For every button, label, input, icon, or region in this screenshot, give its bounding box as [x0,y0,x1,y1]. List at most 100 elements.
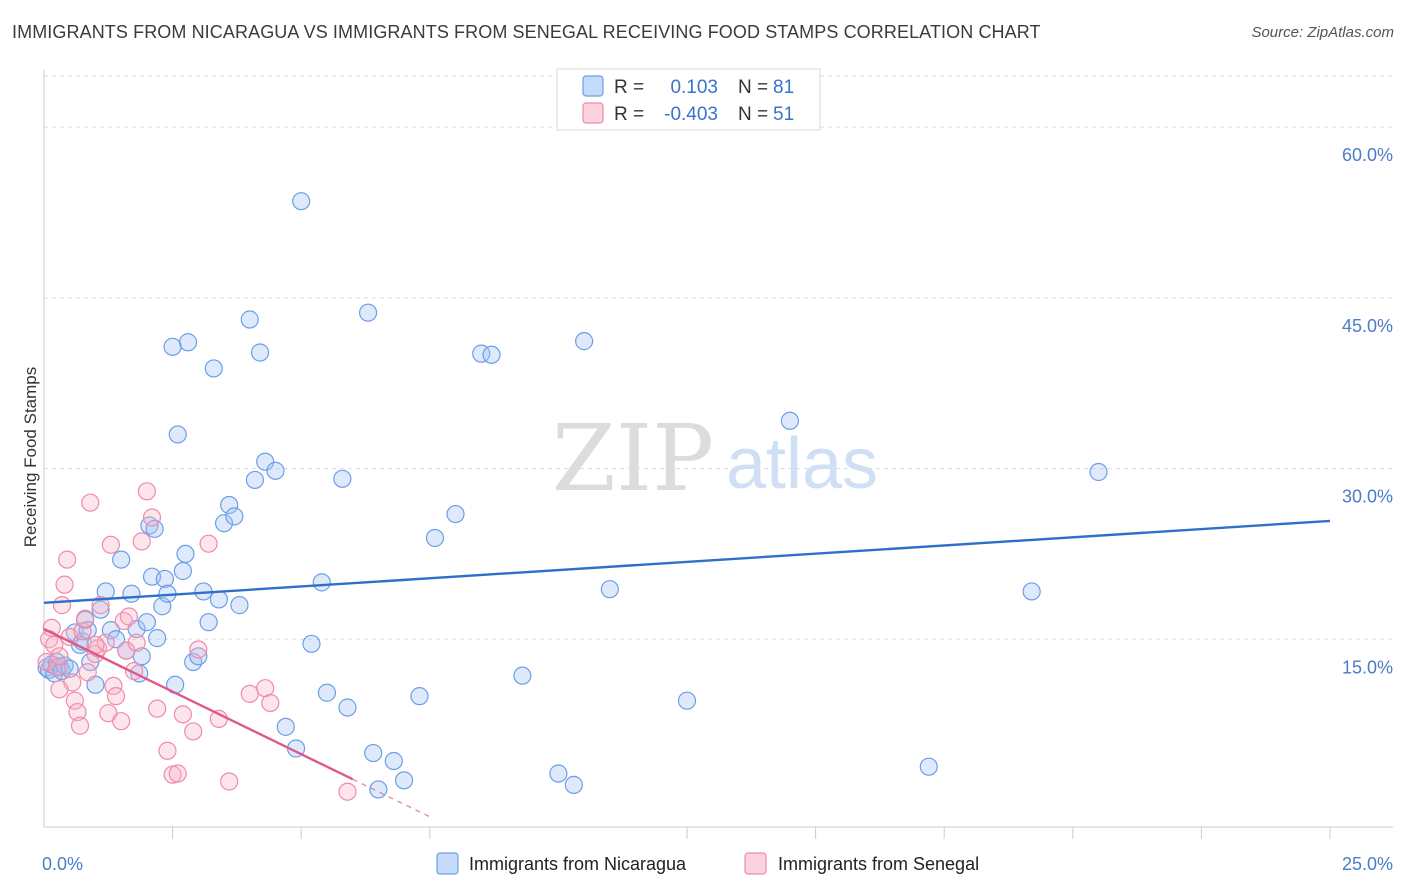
point-nicaragua-41 [189,647,208,666]
point-nicaragua-55 [276,717,295,736]
point-nicaragua-75 [564,775,583,794]
trend-line-extension-senegal [352,778,431,818]
point-senegal-23 [101,535,120,554]
y-tick-label-1: 30.0% [1342,487,1393,507]
point-senegal-4 [47,658,66,677]
point-nicaragua-79 [780,411,799,430]
trend-layer [43,519,1331,818]
watermark: ZIP atlas [552,405,878,512]
point-senegal-34 [142,508,162,527]
point-senegal-35 [148,699,167,718]
legend-label-nicaragua: Immigrants from Nicaragua [469,854,687,874]
point-nicaragua-48 [225,507,244,526]
point-nicaragua-81 [1022,582,1041,601]
point-nicaragua-62 [338,698,357,717]
point-senegal-41 [189,640,208,659]
point-senegal-8 [58,550,77,569]
point-senegal-13 [70,716,90,735]
stats-r-value-nicaragua: 0.103 [670,77,718,98]
point-nicaragua-76 [575,332,594,351]
point-senegal-15 [76,609,95,628]
point-senegal-38 [168,764,187,783]
point-senegal-45 [240,684,259,703]
y-axis-label: Receiving Food Stamps [21,367,40,547]
point-nicaragua-46 [214,514,234,533]
trend-line-senegal [43,627,354,781]
point-nicaragua-61 [333,469,352,488]
point-senegal-32 [132,532,151,551]
point-nicaragua-16 [91,600,110,619]
point-nicaragua-73 [513,666,532,685]
watermark-atlas: atlas [726,424,878,504]
point-senegal-6 [52,596,72,615]
stats-legend-swatch-nicaragua [582,75,604,97]
point-nicaragua-30 [148,629,167,648]
point-senegal-44 [220,772,239,791]
point-nicaragua-50 [240,310,259,329]
stats-n-label-nicaragua: N = [738,77,768,98]
legend-swatch-nicaragua [436,852,459,875]
point-nicaragua-8 [60,659,79,678]
point-nicaragua-74 [549,764,568,783]
y-tick-label-3: 60.0% [1342,145,1393,165]
point-senegal-42 [199,534,218,553]
stats-legend-swatch-senegal [582,102,604,124]
point-nicaragua-63 [358,303,378,322]
axes-layer [43,70,1393,839]
points-layer [37,192,1108,801]
point-nicaragua-37 [173,561,192,581]
point-nicaragua-57 [292,192,311,211]
legend-label-senegal: Immigrants from Senegal [778,854,979,874]
point-nicaragua-58 [302,634,321,653]
y-tick-label-2: 45.0% [1342,316,1393,336]
point-nicaragua-67 [394,771,414,790]
point-nicaragua-29 [145,519,164,538]
point-nicaragua-45 [209,590,228,609]
stats-n-value-nicaragua: 81 [773,77,794,98]
point-nicaragua-60 [317,683,337,702]
point-nicaragua-82 [1089,462,1108,482]
grid-layer [44,75,1393,640]
point-nicaragua-68 [410,687,429,706]
point-senegal-20 [91,596,110,615]
point-nicaragua-53 [256,452,275,471]
point-nicaragua-36 [168,425,187,444]
stats-r-label-nicaragua: R = [614,77,644,98]
point-senegal-31 [127,633,146,652]
point-nicaragua-39 [178,333,198,352]
y-tick-label-0: 15.0% [1342,657,1393,677]
point-nicaragua-20 [112,550,131,569]
point-senegal-48 [338,782,357,801]
point-senegal-33 [137,482,156,501]
point-senegal-5 [50,647,69,666]
point-nicaragua-38 [176,544,195,564]
point-nicaragua-54 [266,461,285,480]
stats-r-label-senegal: R = [614,104,644,125]
point-nicaragua-43 [199,613,218,632]
point-senegal-49 [50,680,69,699]
stats-n-label-senegal: N = [738,104,768,125]
point-nicaragua-69 [425,528,445,548]
point-nicaragua-64 [364,743,383,763]
x-tick-label-0: 0.0% [42,854,83,874]
point-nicaragua-59 [312,573,331,592]
point-nicaragua-70 [446,504,465,524]
stats-n-value-senegal: 51 [773,104,794,125]
point-nicaragua-66 [384,751,403,771]
point-nicaragua-32 [155,569,174,589]
trend-line-nicaragua [43,519,1331,605]
point-senegal-29 [119,607,138,626]
point-senegal-12 [68,702,87,722]
point-senegal-47 [261,693,280,713]
point-nicaragua-78 [677,691,697,710]
point-nicaragua-80 [919,757,938,776]
point-senegal-39 [173,705,192,724]
point-senegal-25 [106,687,126,706]
point-nicaragua-52 [250,343,270,362]
point-senegal-17 [81,493,100,512]
point-senegal-3 [45,635,64,655]
point-nicaragua-72 [482,345,501,364]
point-nicaragua-77 [600,580,619,599]
point-nicaragua-19 [106,630,126,649]
ticks-layer: 15.0% 30.0% 45.0% 60.0% 0.0% 25.0% [42,145,1393,874]
